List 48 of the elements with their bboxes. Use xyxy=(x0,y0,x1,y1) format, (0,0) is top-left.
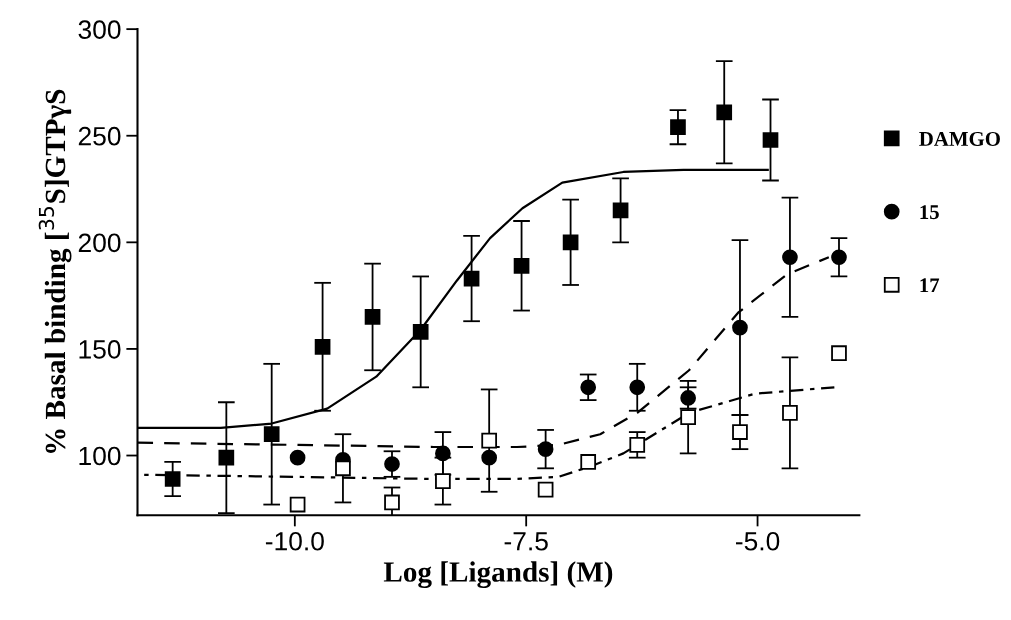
point xyxy=(364,309,381,325)
x-axis-title: Log [Ligands] (M) xyxy=(383,561,613,589)
point xyxy=(164,471,181,487)
y-tick-label: 200 xyxy=(78,233,121,253)
point xyxy=(412,324,429,340)
point xyxy=(612,202,629,219)
point xyxy=(680,409,696,426)
point xyxy=(481,449,498,466)
point xyxy=(384,456,400,472)
point xyxy=(537,441,554,457)
point xyxy=(580,379,597,396)
point xyxy=(289,449,306,466)
legend-label: 15 xyxy=(920,205,939,220)
point xyxy=(580,454,597,470)
point xyxy=(831,345,847,362)
point xyxy=(289,496,306,513)
point xyxy=(481,432,498,449)
y-tick-label: 300 xyxy=(78,20,121,39)
point xyxy=(384,494,400,511)
point xyxy=(762,132,779,148)
y-tick-label: 150 xyxy=(79,340,121,359)
point xyxy=(782,405,798,421)
legend-label: DAMGO xyxy=(919,131,1000,146)
point xyxy=(463,270,480,287)
legend-label: 17 xyxy=(920,278,940,293)
point xyxy=(629,437,646,453)
point xyxy=(831,249,847,266)
point xyxy=(314,338,331,355)
x-tick-label: -10.0 xyxy=(265,531,324,551)
point xyxy=(513,257,530,274)
x-tick-label: -5.0 xyxy=(735,531,780,551)
y-tick-label: 100 xyxy=(79,446,121,466)
point xyxy=(732,424,748,440)
point xyxy=(716,104,733,121)
x-tick-label: -7.5 xyxy=(504,532,548,551)
y-tick-label: 250 xyxy=(78,126,121,146)
point xyxy=(537,481,554,498)
point xyxy=(732,319,748,336)
y-axis-title: % Basal binding [$^{35}$S]GTPγS xyxy=(38,89,72,453)
point xyxy=(435,473,451,489)
point xyxy=(782,249,798,266)
point xyxy=(670,119,686,136)
point xyxy=(335,460,351,477)
point xyxy=(218,449,235,466)
point xyxy=(629,379,646,396)
point xyxy=(435,445,451,462)
point xyxy=(562,234,579,251)
point xyxy=(263,426,280,443)
